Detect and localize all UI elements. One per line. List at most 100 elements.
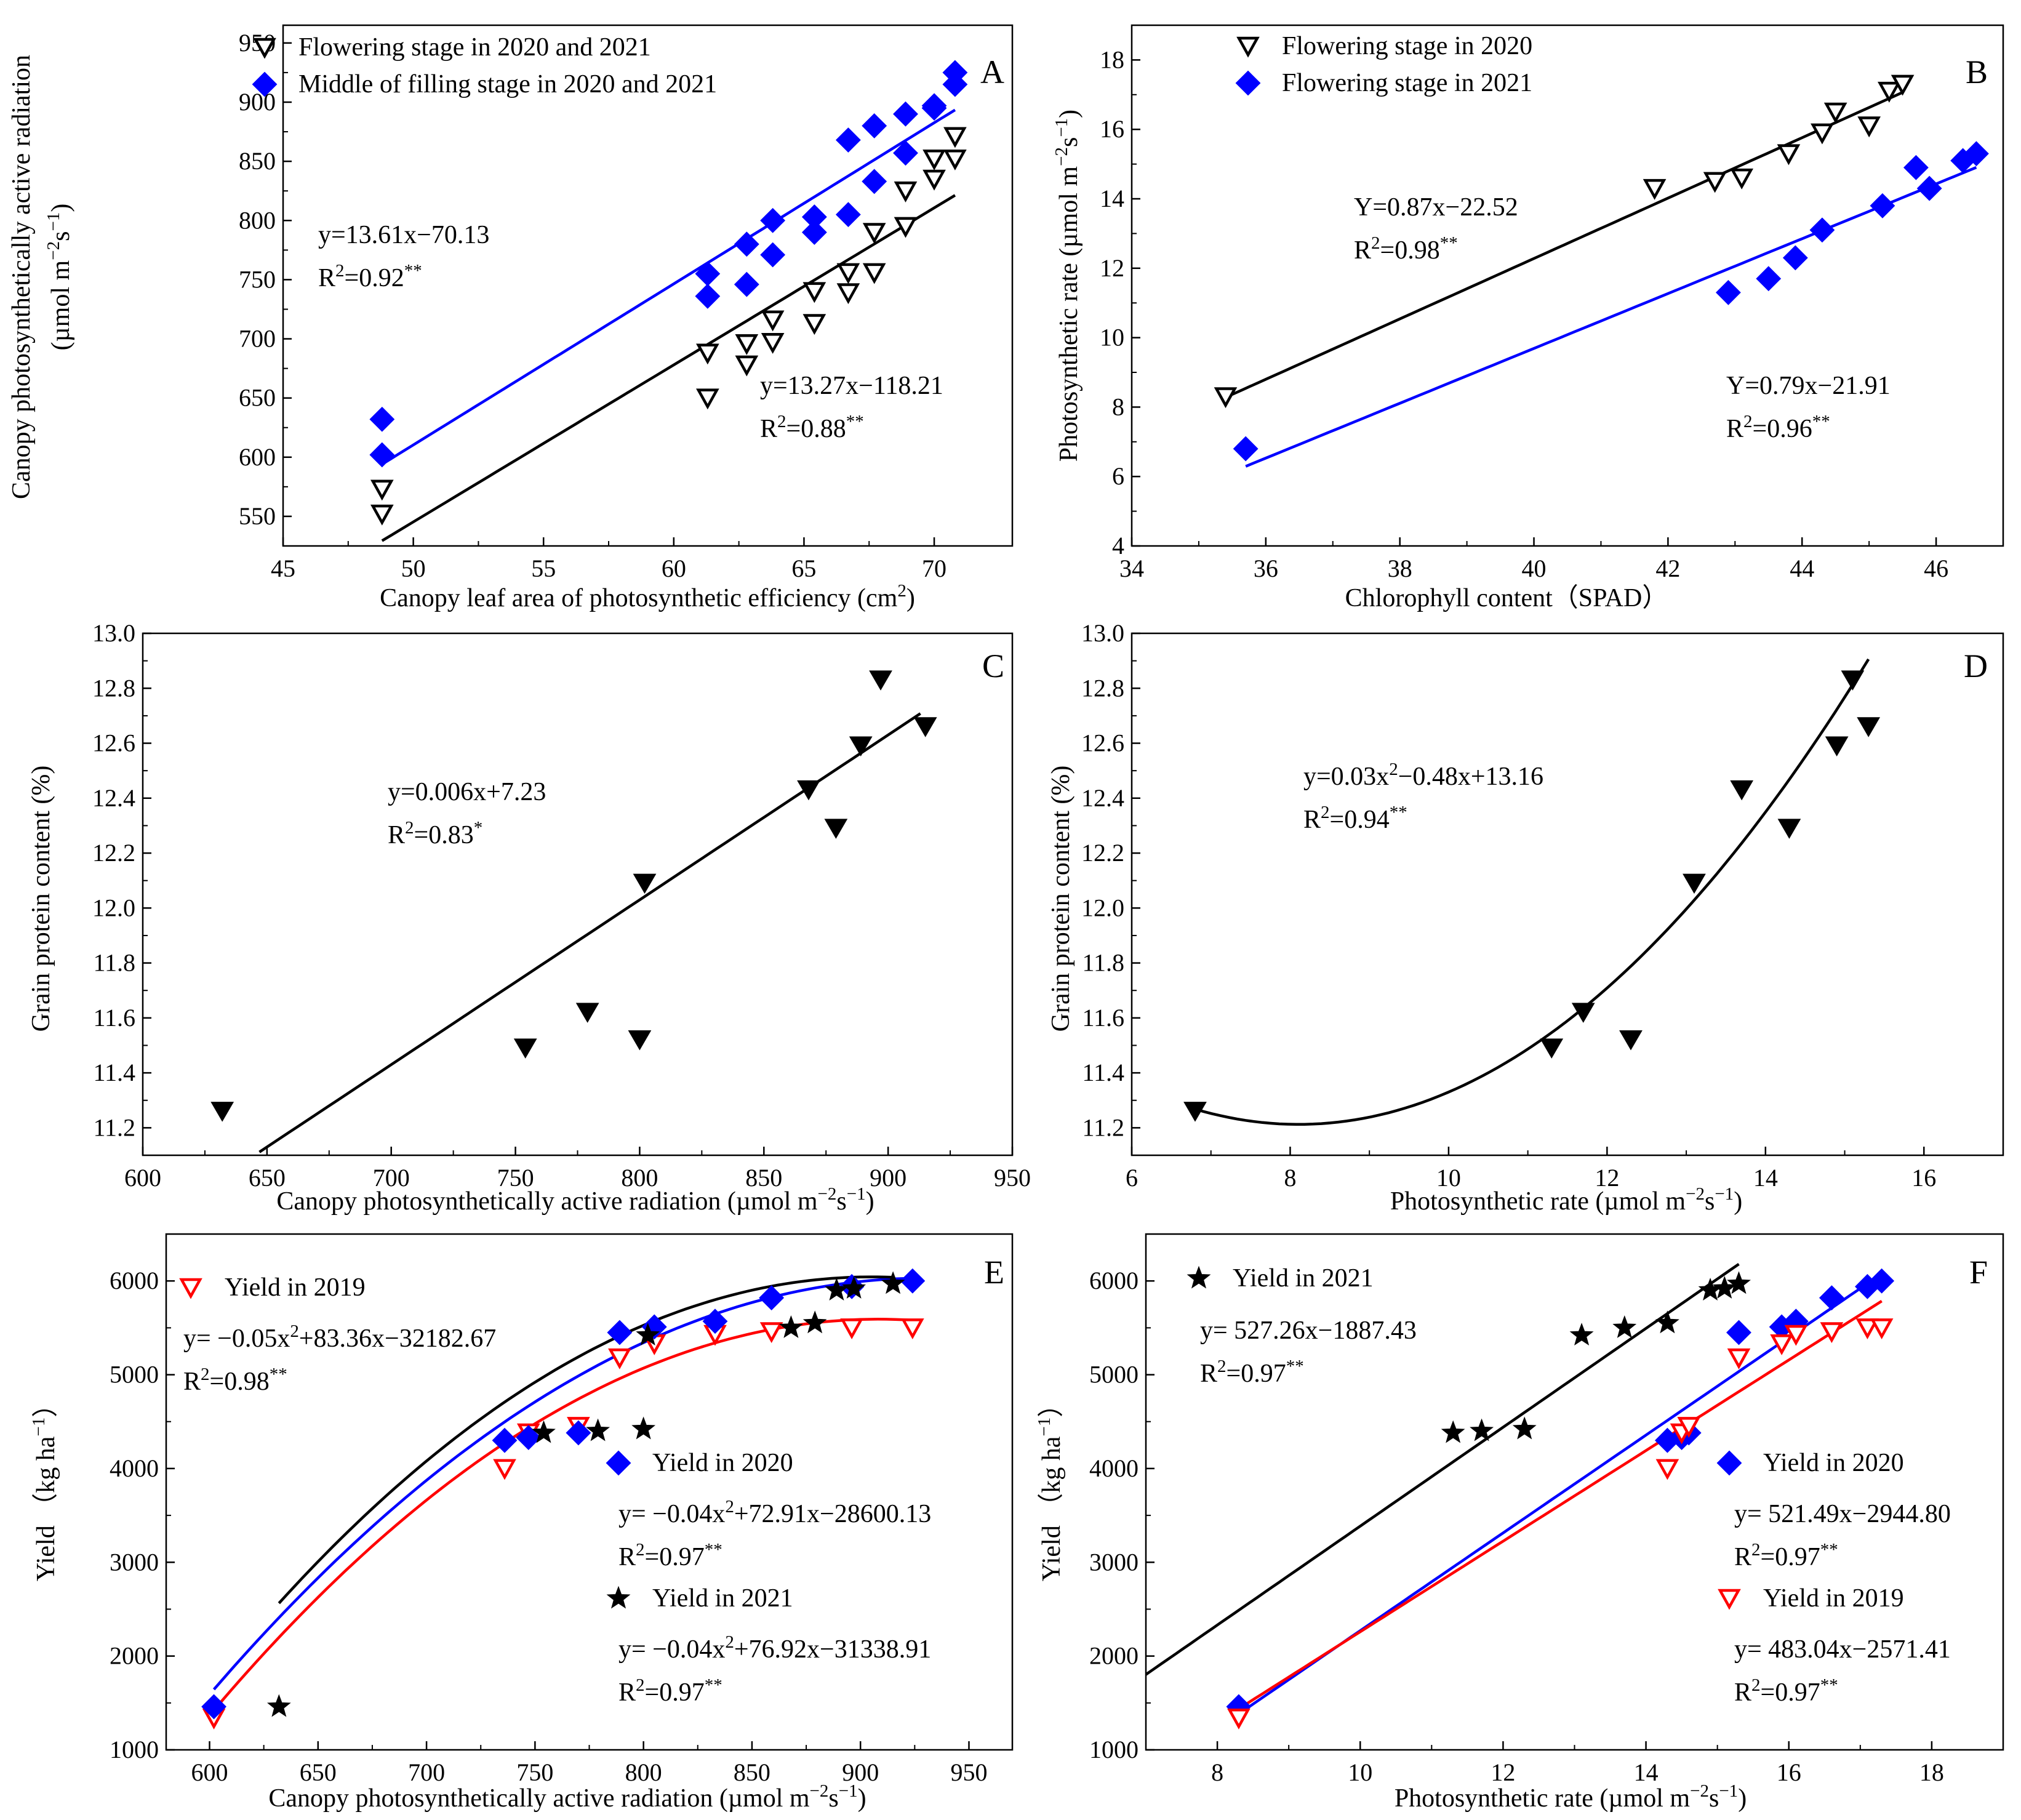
plot-frame: [1131, 632, 2004, 1157]
x-tick-label: 900: [842, 1758, 879, 1786]
y-tick-label: 650: [239, 384, 276, 412]
superscript: −1: [1035, 1417, 1054, 1437]
superscript: 2: [1371, 233, 1380, 253]
y-tick-label: 1000: [110, 1736, 159, 1763]
data-point-series-2: [734, 271, 759, 297]
data-point-series-1: [1727, 1271, 1751, 1294]
x-tick-label: 10: [1348, 1758, 1372, 1786]
y-tick-label: 600: [239, 443, 276, 471]
r-squared-label: R2=0.96**: [1726, 412, 1830, 443]
superscript: −2: [818, 1184, 837, 1204]
y-tick-label: 14: [1100, 185, 1124, 212]
text-run: y= 527.26x−1887.43: [1200, 1317, 1417, 1345]
data-point-series-1: [1730, 780, 1754, 801]
data-point-series-1: [1730, 168, 1754, 190]
data-point-series-1: [913, 717, 937, 737]
legend-label: Yield in 2020: [652, 1449, 793, 1477]
data-point-series-1: [1470, 1418, 1494, 1441]
text-run: y= −0.04x: [618, 1500, 725, 1528]
fit-line-2: [1245, 166, 1977, 468]
y-tick-label: 8: [1112, 393, 1124, 420]
y-axis-label: Yield （kg ha−1）: [29, 1392, 60, 1582]
data-point-series-1: [1512, 1416, 1537, 1440]
r-squared-label: R2=0.94**: [1303, 803, 1407, 834]
superscript: −2: [1690, 1781, 1709, 1801]
x-tick-label: 44: [1790, 555, 1814, 582]
data-point-series-1: [849, 736, 873, 756]
text-run: Grain protein content (%): [1047, 766, 1075, 1032]
text-run: y=0.006x+7.23: [388, 778, 546, 806]
superscript: −1: [1052, 118, 1071, 137]
data-point-series-1: [759, 1322, 783, 1344]
superscript: **: [1820, 1540, 1838, 1560]
legend-marker: [1235, 70, 1261, 96]
superscript: 2: [1751, 1540, 1761, 1560]
x-axis-label: Canopy photosynthetically active radiati…: [268, 1781, 866, 1813]
data-point-series-1: [1841, 670, 1865, 691]
y-tick-label: 850: [239, 147, 276, 175]
chart-panel-f: 8 10 12 14 16 18 1000 2000 3000 4000 5000 6000 F Phot…: [1035, 1233, 2004, 1813]
chart-panel-c: 600 650 700 750 800 850 900 950 11.2 11.4 11.6 11.8…: [27, 619, 1031, 1216]
data-point-series-3: [1855, 1318, 1879, 1339]
data-point-series-2: [893, 101, 918, 127]
panel-label: B: [1966, 54, 1988, 90]
data-point-series-3: [532, 1420, 556, 1443]
data-point-series-3: [1770, 1334, 1793, 1355]
x-tick-label: 10: [1436, 1164, 1461, 1192]
text-run: +72.91x−28600.13: [734, 1500, 931, 1528]
r-squared-label: R2=0.83*: [388, 818, 482, 849]
x-tick-label: 750: [497, 1164, 534, 1192]
legend-marker: [1716, 1450, 1742, 1476]
text-run: −0.48x+13.16: [1398, 763, 1543, 791]
text-run: (µmol m: [47, 260, 75, 350]
panel-label: C: [982, 647, 1004, 684]
superscript: −2: [810, 1781, 829, 1801]
equation-label: Y=0.87x−22.52: [1354, 193, 1518, 222]
y-tick-label: 12.6: [1081, 729, 1124, 757]
y-tick-label: 3000: [1089, 1548, 1139, 1576]
data-point-series-2: [1782, 245, 1808, 271]
x-tick-label: 700: [408, 1758, 445, 1786]
legend-marker: [606, 1450, 631, 1476]
x-axis-label: Canopy photosynthetically active radiati…: [276, 1184, 874, 1216]
data-point-series-2: [1233, 436, 1259, 462]
data-point-series-1: [1811, 123, 1834, 145]
data-point-series-1: [1683, 873, 1706, 894]
y-tick-label: 5000: [110, 1361, 159, 1389]
data-point-series-1: [894, 217, 918, 238]
y-tick-label: 11.6: [1082, 1004, 1124, 1032]
data-point-series-2: [760, 207, 786, 233]
text-run: ): [1734, 1187, 1742, 1216]
r-squared-label: R2=0.97**: [618, 1675, 722, 1707]
x-tick-label: 800: [625, 1758, 662, 1786]
chart-panel-e: 600 650 700 750 800 850 900 950 1000 2000 3000 4000…: [29, 1233, 1014, 1813]
panel-label: D: [1964, 647, 1988, 684]
text-run: =0.94: [1330, 806, 1390, 834]
data-point-series-2: [516, 1425, 542, 1451]
data-point-series-1: [1857, 717, 1881, 737]
legend-label: Flowering stage in 2020: [1282, 32, 1532, 60]
superscript: −2: [1686, 1184, 1705, 1204]
chart-panel-a: 455055606570550600650700750800850900950A…: [7, 24, 1014, 612]
data-point-series-1: [1857, 116, 1881, 138]
superscript: −2: [44, 241, 63, 260]
x-tick-label: 650: [300, 1758, 337, 1786]
r-squared-label: R2=0.88**: [760, 412, 864, 443]
superscript: −1: [847, 1184, 866, 1204]
text-run: Photosynthetic rate (µmol m: [1055, 166, 1083, 462]
legend-marker: [606, 1585, 631, 1609]
text-run: y=0.03x: [1303, 763, 1389, 791]
text-run: =0.97: [1761, 1678, 1820, 1707]
x-tick-label: 600: [191, 1758, 228, 1786]
legend-label: Flowering stage in 2021: [1282, 69, 1532, 97]
x-tick-label: 50: [401, 555, 426, 582]
data-point-series-2: [801, 220, 827, 245]
y-tick-label: 12: [1100, 254, 1124, 282]
legend-marker: [253, 38, 276, 59]
x-tick-label: 18: [1919, 1758, 1944, 1786]
x-tick-label: 45: [271, 555, 295, 582]
r-squared-label: R2=0.97**: [618, 1540, 722, 1571]
data-point-series-1: [1183, 1102, 1207, 1122]
data-point-series-1: [1643, 178, 1667, 200]
